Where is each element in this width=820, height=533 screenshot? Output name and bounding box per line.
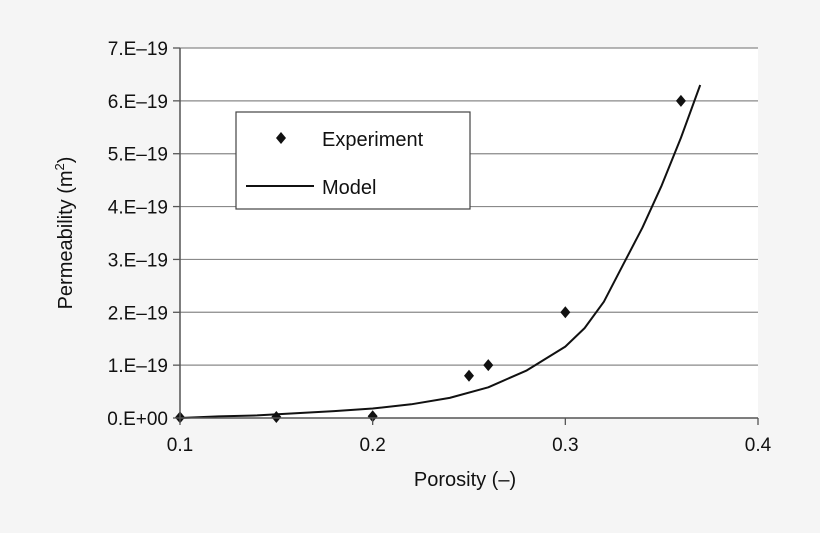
experiment-point [483, 359, 494, 372]
x-axis-label: Porosity (–) [414, 469, 516, 491]
legend-experiment-label: Experiment [322, 129, 424, 151]
y-axis-label: Permeability (m2) [52, 157, 77, 310]
x-tick-label: 0.4 [745, 435, 772, 456]
y-tick-label: 7.E–19 [108, 39, 168, 60]
axes [173, 47, 759, 425]
y-axis-label-superscript: 2 [52, 163, 67, 170]
x-tick-label: 0.3 [552, 435, 578, 456]
model-line [179, 84, 702, 419]
y-tick-label: 6.E–19 [108, 92, 168, 113]
y-axis-label-end: ) [55, 157, 77, 164]
experiment-point [464, 369, 474, 382]
legend: Experiment Model [235, 111, 471, 210]
tick-labels: 0.E+00 1.E–19 2.E–19 3.E–19 4.E–19 5.E–19 6.E–… [107, 39, 771, 456]
model-series [179, 84, 702, 419]
y-tick-label: 0.E+00 [107, 409, 168, 430]
legend-experiment-marker [276, 132, 286, 144]
experiment-series [175, 94, 686, 424]
plot-area [180, 48, 758, 418]
experiment-point [560, 306, 571, 319]
y-tick-label: 4.E–19 [108, 198, 168, 219]
y-tick-label: 5.E–19 [108, 145, 168, 166]
experiment-point [675, 94, 686, 107]
y-tick-label: 3.E–19 [108, 250, 168, 271]
experiment-point [271, 410, 282, 423]
x-tick-label: 0.1 [167, 435, 193, 456]
y-tick-label: 2.E–19 [108, 303, 168, 324]
legend-box [235, 111, 471, 210]
y-axis-label-main: Permeability (m [55, 170, 77, 309]
experiment-point [367, 410, 378, 423]
y-tick-label: 1.E–19 [108, 356, 168, 377]
x-tick-label: 0.2 [359, 435, 385, 456]
legend-model-label: Model [322, 177, 376, 199]
